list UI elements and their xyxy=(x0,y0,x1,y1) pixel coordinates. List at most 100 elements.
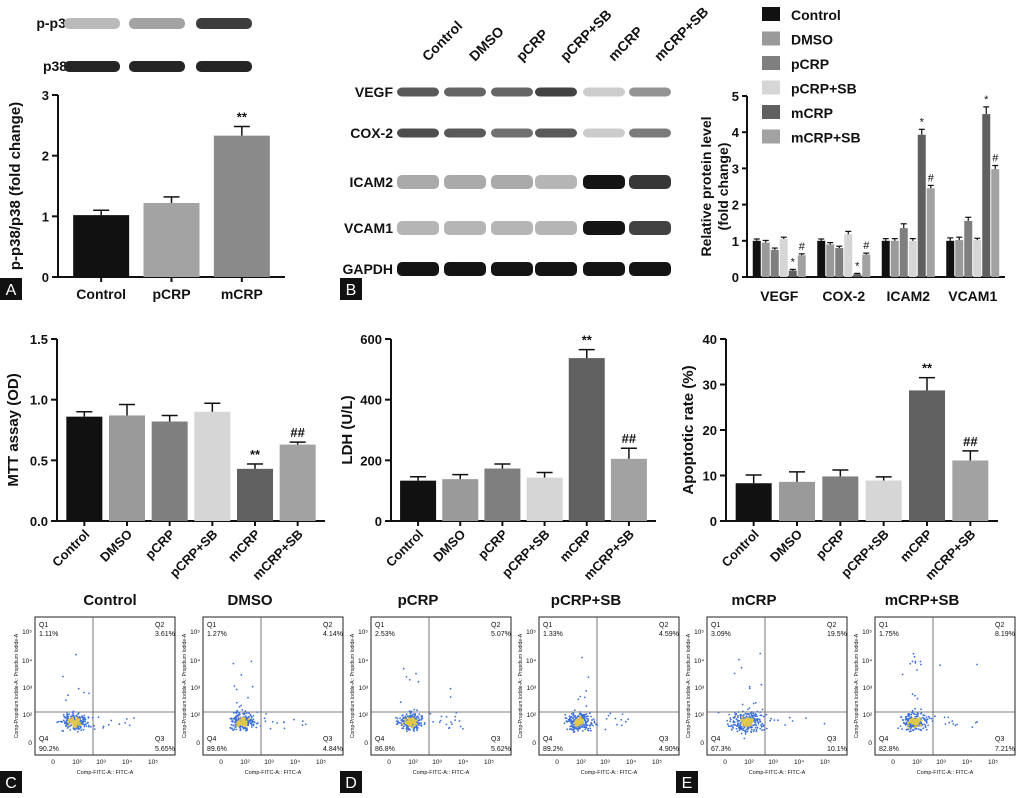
flow-event-dot xyxy=(907,719,909,722)
flow-event-dot xyxy=(761,722,764,725)
panel-d-bar-mcrp xyxy=(568,358,605,521)
flow-event-dot xyxy=(585,717,588,720)
flow-event-dot xyxy=(401,723,404,726)
flow-event-dot xyxy=(563,722,566,724)
flow-event-dot xyxy=(124,722,127,724)
flow-event-dot xyxy=(420,717,423,719)
flow-y-tick-label: 10⁴ xyxy=(190,658,200,665)
flow-y-tick-label: 10⁵ xyxy=(526,629,536,636)
flow-event-dot xyxy=(609,712,612,715)
flow-event-dot xyxy=(454,715,457,718)
flow-y-tick-label: 10² xyxy=(863,712,873,719)
flow-event-dot xyxy=(579,727,581,730)
flow-plot-title: pCRP xyxy=(398,592,439,609)
flow-q4-label: Q4 xyxy=(375,736,384,743)
flow-event-dot xyxy=(911,693,914,696)
blot-b-band xyxy=(397,221,439,235)
flow-event-dot xyxy=(445,716,448,718)
flow-x-tick-label: 10³ xyxy=(768,759,778,766)
panel-label: A xyxy=(6,282,17,299)
flow-event-dot xyxy=(584,721,587,724)
flow-event-dot xyxy=(238,705,241,708)
flow-event-dot xyxy=(733,717,736,719)
flow-event-dot xyxy=(907,724,910,727)
flow-x-axis-title: Comp-FITC-A:: FITC-A xyxy=(77,770,134,776)
flow-event-dot xyxy=(925,720,928,723)
flow-event-dot xyxy=(577,718,581,721)
flow-event-dot xyxy=(412,713,414,716)
flow-event-dot xyxy=(607,714,610,717)
flow-event-dot xyxy=(901,728,904,730)
flow-event-dot xyxy=(240,704,243,707)
flow-event-dot xyxy=(901,718,904,721)
blot-a-band xyxy=(129,18,185,29)
blot-b-band xyxy=(629,175,671,189)
flow-event-dot xyxy=(84,720,87,723)
flow-event-dot xyxy=(581,656,583,659)
flow-event-dot xyxy=(740,732,743,735)
flow-x-axis-title: Comp-FITC-A:: FITC-A xyxy=(581,770,638,776)
flow-event-dot xyxy=(788,716,791,719)
flow-event-dot xyxy=(755,728,758,731)
flow-event-dot xyxy=(238,719,241,722)
flow-x-tick-label: 10⁵ xyxy=(820,759,830,766)
flow-event-dot xyxy=(914,662,917,664)
flow-event-dot xyxy=(573,709,576,712)
flow-event-dot xyxy=(420,718,423,721)
panel-e-x-tick-label: Control xyxy=(718,527,761,570)
flow-event-dot xyxy=(77,687,80,690)
blot-b-row-label: ICAM2 xyxy=(349,174,393,190)
flow-event-dot xyxy=(908,727,911,730)
panel-label: C xyxy=(5,775,17,792)
flow-q1-label: Q1 xyxy=(879,622,888,629)
flow-event-dot xyxy=(70,721,74,725)
flow-event-dot xyxy=(413,708,416,711)
panel-label-box xyxy=(340,278,362,300)
flow-event-dot xyxy=(588,712,591,715)
flow-event-dot xyxy=(400,719,403,722)
flow-event-dot xyxy=(908,713,911,716)
flow-event-dot xyxy=(954,724,957,727)
flow-event-dot xyxy=(750,726,753,729)
flow-event-dot xyxy=(616,723,618,726)
flow-event-dot xyxy=(88,692,90,695)
flow-event-dot xyxy=(907,728,909,731)
flow-event-dot xyxy=(726,719,729,722)
flow-event-dot xyxy=(907,721,910,725)
panel-b-legend-label: pCRP+SB xyxy=(791,81,857,97)
panel-d-y-tick-label: 0 xyxy=(375,514,382,529)
blot-b-lane-label: pCRP xyxy=(513,26,551,64)
flow-event-dot xyxy=(777,719,779,722)
flow-event-dot xyxy=(230,717,233,720)
flow-event-dot xyxy=(732,727,735,729)
flow-event-dot xyxy=(748,707,751,709)
panel-d-bar-pcrp xyxy=(484,468,521,521)
flow-event-dot xyxy=(592,724,594,727)
flow-event-dot xyxy=(914,728,917,730)
flow-event-dot xyxy=(753,721,756,724)
flow-event-dot xyxy=(77,725,80,728)
flow-event-dot xyxy=(74,728,76,731)
flow-event-dot xyxy=(118,723,121,726)
flow-event-dot xyxy=(748,687,751,690)
panel-e-x-tick-label: mCRP xyxy=(897,526,935,564)
panel-b-x-tick-label: ICAM2 xyxy=(886,288,930,304)
panel-b-legend-label: mCRP xyxy=(791,105,833,121)
flow-event-dot xyxy=(93,724,95,727)
panel-b-bar xyxy=(917,134,926,277)
flow-event-dot xyxy=(947,716,950,719)
flow-event-dot xyxy=(914,660,917,663)
flow-event-dot xyxy=(65,720,68,722)
flow-event-dot xyxy=(247,721,250,724)
flow-event-dot xyxy=(235,728,238,731)
flow-event-dot xyxy=(572,723,575,726)
flow-event-dot xyxy=(572,728,575,731)
flow-y-tick-label: 10⁴ xyxy=(358,658,368,665)
flow-event-dot xyxy=(742,727,744,730)
flow-y-axis-title: Comp-Propidium Iodide-A:: Propidium Iodi… xyxy=(182,633,188,738)
flow-plot-pcrp-sb: pCRP+SB Q1 1.33% Q2 4.59% Q4 89.2% Q3 4.90% 0 10² 1… xyxy=(518,592,680,776)
blot-b-band xyxy=(444,87,486,97)
flow-q1-value: 1.27% xyxy=(207,631,227,638)
flow-event-dot xyxy=(584,719,587,722)
